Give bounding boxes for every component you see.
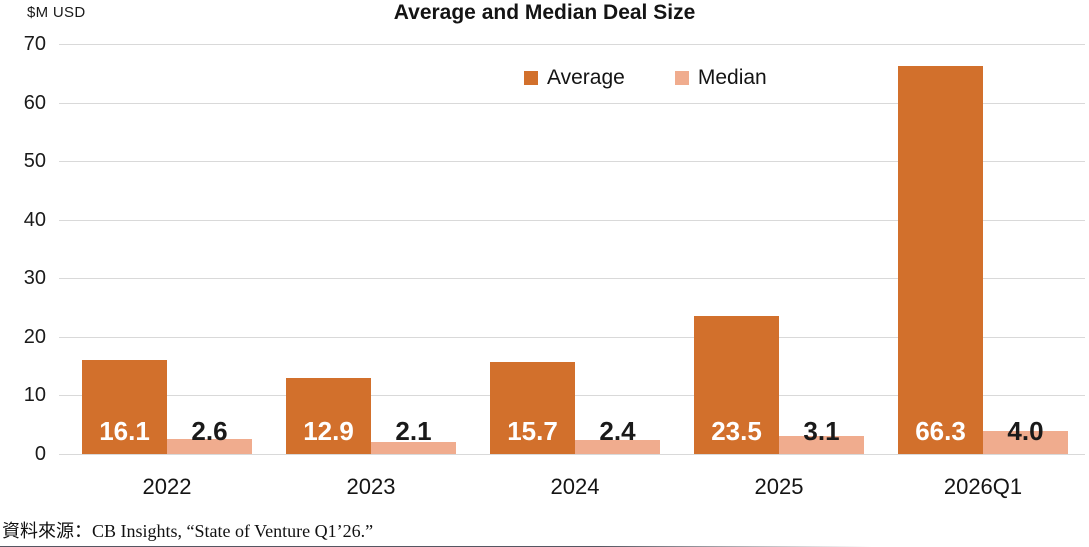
median-bar [779, 436, 864, 454]
legend-item-average: Average [524, 66, 625, 90]
gridline [59, 161, 1085, 162]
legend-label-average: Average [547, 66, 625, 89]
y-tick-label: 30 [23, 267, 46, 289]
median-bar [371, 442, 456, 454]
y-tick-label: 60 [23, 92, 46, 114]
average-value-label: 23.5 [711, 416, 762, 446]
source-note: 資料來源：CB Insights, “State of Venture Q1’2… [2, 521, 374, 541]
legend-label-median: Median [697, 66, 767, 89]
chart-title: Average and Median Deal Size [393, 1, 696, 24]
average-value-label: 15.7 [507, 416, 558, 446]
median-bar [575, 440, 660, 454]
median-value-label: 2.6 [191, 416, 228, 446]
gridline [59, 220, 1085, 221]
y-tick-label: 40 [23, 209, 46, 231]
y-tick-label: 20 [23, 326, 46, 348]
legend-swatch-median-icon [674, 71, 689, 85]
median-value-label: 4.0 [1007, 416, 1044, 446]
gridline [59, 454, 1085, 455]
y-tick-label: 10 [23, 384, 46, 406]
x-axis-label: 2025 [754, 474, 804, 499]
legend-swatch-average-icon [524, 71, 538, 85]
gridline [59, 337, 1085, 338]
gridline [59, 278, 1085, 279]
average-bar [490, 362, 575, 454]
x-axis-label: 2023 [346, 474, 396, 499]
average-value-label: 66.3 [915, 416, 966, 446]
legend-item-median: Median [674, 66, 767, 90]
average-bar [82, 360, 167, 454]
x-axis-label: 2024 [550, 474, 600, 499]
x-axis-label: 2026Q1 [943, 474, 1023, 499]
y-tick-label: 70 [23, 33, 46, 55]
gridline [59, 44, 1085, 45]
gridline [59, 103, 1085, 104]
average-bar [286, 378, 371, 454]
x-axis-label: 2022 [142, 474, 192, 499]
median-value-label: 2.4 [599, 416, 636, 446]
y-axis-units-label: $M USD [27, 4, 86, 21]
legend: Average Median [524, 66, 767, 90]
median-bar [983, 431, 1068, 454]
y-tick-label: 50 [23, 150, 46, 172]
median-value-label: 3.1 [803, 416, 840, 446]
median-value-label: 2.1 [395, 416, 432, 446]
average-value-label: 12.9 [303, 416, 354, 446]
average-value-label: 16.1 [99, 416, 150, 446]
average-bar [898, 66, 983, 454]
median-bar [167, 439, 252, 454]
average-bar [694, 316, 779, 454]
y-tick-label: 0 [34, 443, 46, 465]
